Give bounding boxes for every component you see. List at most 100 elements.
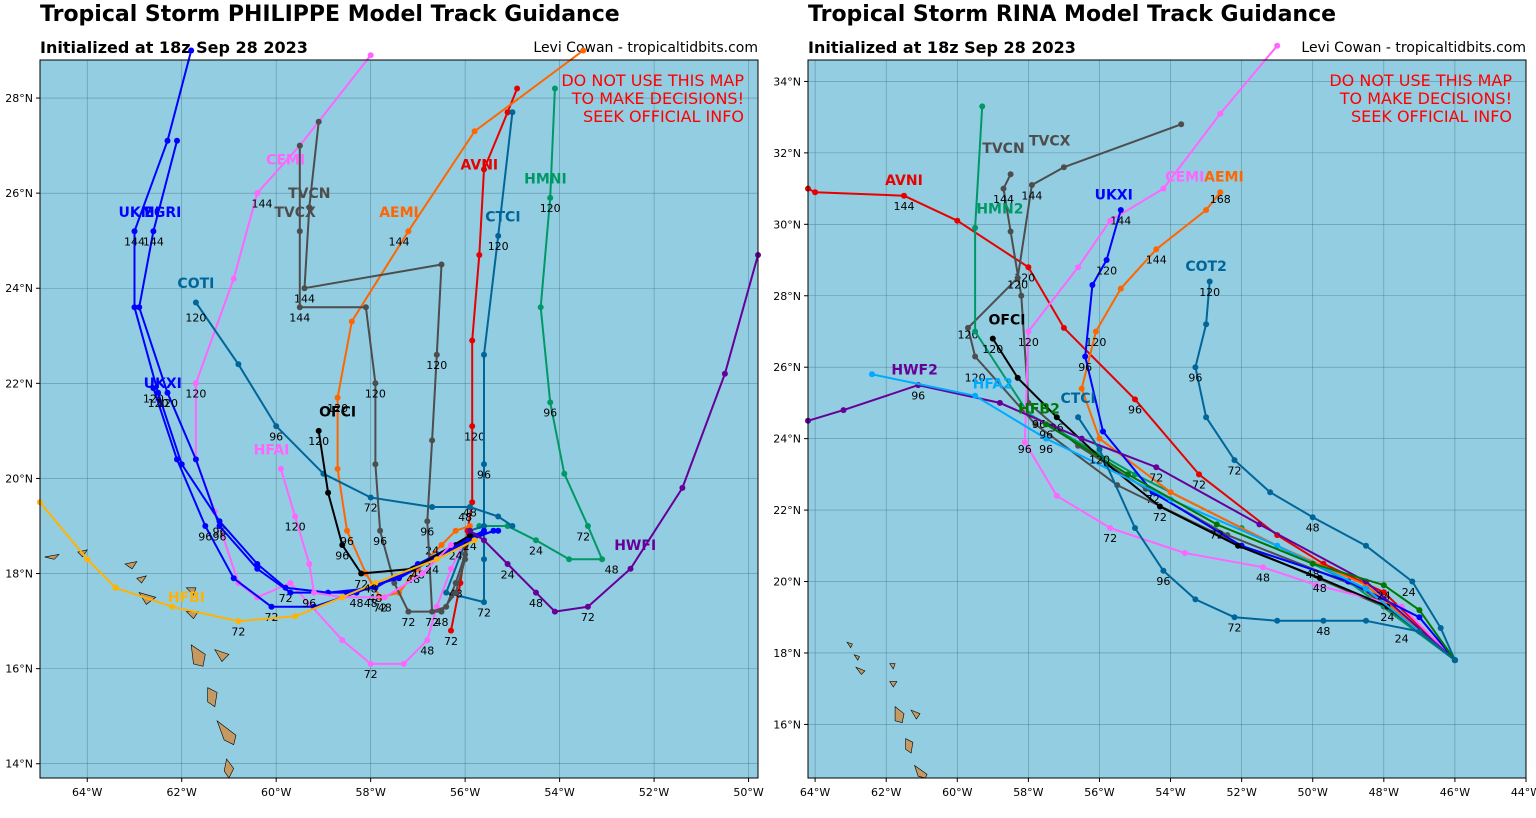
track-point-hmni xyxy=(599,556,606,563)
track-point-cemi xyxy=(1021,439,1028,446)
track-point-ukmi xyxy=(131,228,138,235)
track-point-hfa2 xyxy=(1274,542,1281,549)
warning-line-1: DO NOT USE THIS MAP xyxy=(561,71,744,90)
track-point-tvcn xyxy=(1007,228,1014,235)
forecast-hour-label: 120 xyxy=(1199,286,1220,299)
track-point-hmn2 xyxy=(972,328,979,335)
x-tick-label: 60°W xyxy=(942,786,972,799)
forecast-hour-label: 120 xyxy=(1089,454,1110,467)
warning-line-1: DO NOT USE THIS MAP xyxy=(1329,71,1512,90)
track-point-aemi xyxy=(1153,246,1160,253)
x-tick-label: 62°W xyxy=(167,786,197,799)
track-point-tvcx xyxy=(296,228,303,235)
track-point-cemi xyxy=(254,190,261,197)
forecast-hour-label: 72 xyxy=(1228,464,1242,477)
forecast-hour-label: 24 xyxy=(501,568,515,581)
model-label-cemi: CEMI xyxy=(1165,170,1204,186)
track-point-tvcx xyxy=(1060,164,1067,171)
track-point-ukxi xyxy=(202,523,209,529)
y-tick-label: 24°N xyxy=(5,282,33,295)
track-point-ukmi xyxy=(481,527,487,534)
forecast-hour-label: 48 xyxy=(1306,568,1320,581)
island xyxy=(846,641,853,649)
track-point-cemi xyxy=(1217,110,1224,117)
track-point-tvcn xyxy=(429,437,436,444)
track-point-cemi xyxy=(287,580,294,586)
map-grid xyxy=(808,60,1527,778)
forecast-hour-label: 48 xyxy=(1316,625,1330,638)
track-point-coti xyxy=(495,513,502,520)
track-point-cemi xyxy=(1160,185,1167,192)
track-line-hwfi xyxy=(469,254,759,613)
forecast-hour-label: 120 xyxy=(965,372,986,385)
x-tick-label: 44°W xyxy=(1511,786,1536,799)
track-point-hmni xyxy=(533,537,539,544)
x-tick-label: 46°W xyxy=(1440,786,1470,799)
track-point-aemi xyxy=(1203,207,1210,213)
forecast-hour-label: 24 xyxy=(463,540,477,553)
track-point-tvcx xyxy=(362,304,369,311)
track-point-hwfi xyxy=(533,589,539,596)
track-line-tvcn xyxy=(1002,173,1456,661)
track-point-coti xyxy=(509,523,516,529)
track-point-tvcx xyxy=(972,353,979,360)
forecast-hour-label: 96 xyxy=(543,407,557,420)
x-tick-label: 56°W xyxy=(1084,786,1114,799)
philippe-track-map: 1207248AVNI12096724824HMNI1209672CTCI144… xyxy=(5,47,764,799)
warning-line-3: SEEK OFFICIAL INFO xyxy=(1351,107,1512,126)
track-point-hfb2 xyxy=(1309,560,1316,567)
track-point-cemi xyxy=(1053,492,1060,499)
track-point-ukmi xyxy=(188,47,195,54)
track-point-ukxi xyxy=(174,456,180,463)
map-frame xyxy=(807,59,1527,779)
track-point-egri xyxy=(287,589,294,596)
track-point-tvcx xyxy=(438,608,445,615)
track-point-cot2 xyxy=(1363,542,1369,549)
track-point-tvcn xyxy=(306,204,313,211)
track-point-coti xyxy=(235,361,242,368)
track-point-hfa2 xyxy=(1363,585,1369,592)
track-point-hmni xyxy=(547,194,554,201)
track-line-ofci xyxy=(317,430,471,575)
forecast-hour-label: 96 xyxy=(1018,443,1032,456)
track-point-hmni xyxy=(566,556,573,563)
track-tvcn: 144120967248TVCN xyxy=(288,118,473,629)
track-point-cot2 xyxy=(1231,457,1238,464)
forecast-hour-label: 144 xyxy=(289,312,310,325)
model-label-cemi: CEMI xyxy=(266,153,305,169)
model-tracks: 144 120 96 72 AVNI 144 72 TVCN 144 120 120 TVCX 96 HM… xyxy=(805,42,1458,664)
track-point-hfb2 xyxy=(1043,421,1050,428)
forecast-hour-label: 72 xyxy=(401,616,415,629)
track-point-hfai xyxy=(277,465,284,472)
track-point-aemi xyxy=(1078,385,1085,392)
forecast-hour-label: 72 xyxy=(425,616,439,629)
track-point-hfbi xyxy=(235,618,242,625)
warning-notice: DO NOT USE THIS MAP TO MAKE DECISIONS! S… xyxy=(1329,71,1512,126)
track-line-hfbi xyxy=(39,501,476,623)
island xyxy=(910,709,921,720)
track-point-cemi xyxy=(1107,525,1114,531)
forecast-hour-label: 48 xyxy=(350,597,364,610)
track-point-ctci xyxy=(1320,617,1327,624)
track-point-hfb2 xyxy=(1416,607,1423,614)
model-label-hmni: HMNI xyxy=(524,172,567,188)
track-point-egri xyxy=(495,527,502,534)
ocean-background xyxy=(807,59,1527,779)
x-tick-label: 54°W xyxy=(1155,786,1185,799)
ocean-background xyxy=(39,59,759,779)
model-label-ofci: OFCI xyxy=(319,405,356,421)
model-label-avni: AVNI xyxy=(460,157,498,173)
track-point-ukmi xyxy=(372,584,379,591)
track-point-coti xyxy=(192,299,199,306)
right-panel-subtitle: Initialized at 18z Sep 28 2023 xyxy=(808,38,1076,57)
x-tick-label: 54°W xyxy=(544,786,574,799)
track-point-hwfi xyxy=(627,565,634,572)
track-point-egri xyxy=(216,523,223,529)
track-point-ofci xyxy=(358,570,365,577)
forecast-hour-label: 24 xyxy=(1377,589,1391,602)
forecast-hour-label: 72 xyxy=(1210,529,1224,542)
track-point-cot2 xyxy=(1206,278,1213,285)
model-label-ukmi: UKMI xyxy=(119,205,160,221)
forecast-hour-label: 48 xyxy=(378,602,392,615)
